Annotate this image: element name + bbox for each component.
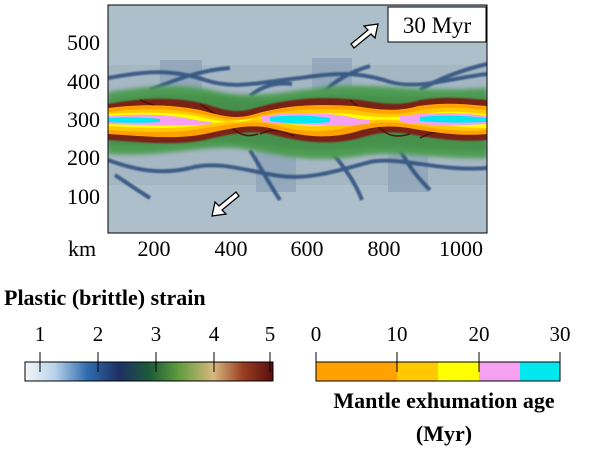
age-legend-title-line1: Mantle exhumation age [333, 388, 554, 413]
x-tick: 400 [215, 236, 248, 261]
age-tick-label: 20 [469, 322, 490, 346]
x-tick: 800 [368, 236, 401, 261]
y-tick: 500 [67, 30, 100, 55]
strain-tick-label: 3 [151, 322, 162, 346]
y-tick: 200 [67, 145, 100, 170]
y-tick: 400 [67, 69, 100, 94]
age-colorbar [315, 361, 561, 382]
age-tick-label: 30 [550, 322, 571, 346]
arrow-northeast-icon [350, 23, 379, 49]
y-tick: 100 [67, 184, 100, 209]
arrow-southwest-icon [211, 191, 240, 217]
x-unit-label: km [68, 236, 96, 261]
strain-legend-title: Plastic (brittle) strain [4, 285, 206, 310]
strain-tick-label: 2 [93, 322, 104, 346]
x-axis: km 200 400 600 800 1000 [68, 236, 483, 261]
strain-tick-label: 1 [35, 322, 46, 346]
x-tick: 1000 [439, 236, 483, 261]
age-tick-label: 0 [311, 322, 322, 346]
time-label: 30 Myr [403, 13, 472, 38]
strain-legend: Plastic (brittle) strain 1 2 3 4 5 [4, 285, 276, 382]
strain-colorbar [24, 361, 274, 382]
age-legend-title-line2: (Myr) [416, 421, 472, 446]
strain-tick-label: 4 [209, 322, 220, 346]
age-tick-label: 10 [387, 322, 408, 346]
age-legend: 0 10 20 30 Mantle exhumation age (Myr) [311, 322, 571, 446]
x-tick: 200 [138, 236, 171, 261]
strain-tick-label: 5 [265, 322, 276, 346]
x-tick: 600 [291, 236, 324, 261]
y-tick: 300 [67, 107, 100, 132]
time-label-box: 30 Myr [387, 6, 487, 43]
y-axis: 500 400 300 200 100 [67, 30, 100, 209]
